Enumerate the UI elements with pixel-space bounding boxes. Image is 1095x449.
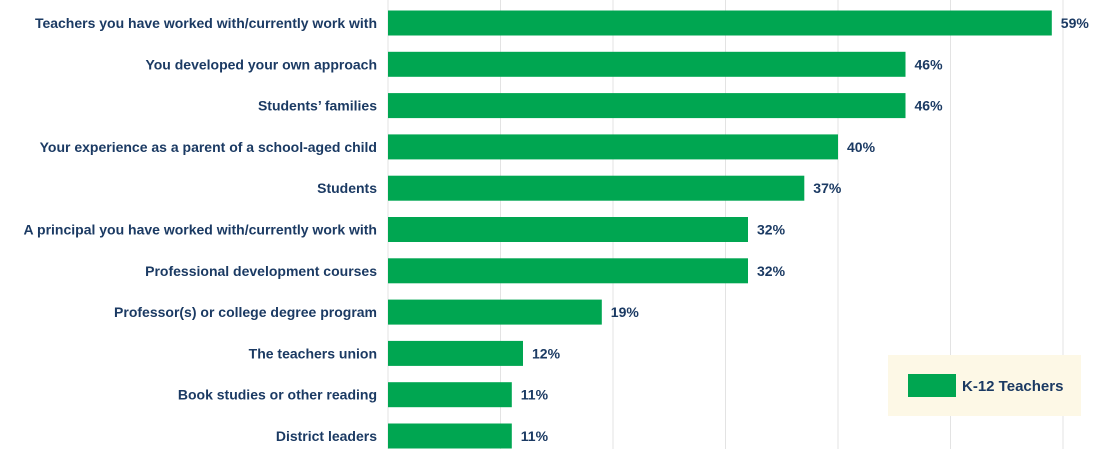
bar — [388, 134, 838, 160]
category-label: Book studies or other reading — [178, 387, 377, 403]
value-label: 46% — [915, 98, 944, 114]
category-label: Students’ families — [258, 98, 377, 114]
category-label: Teachers you have worked with/currently … — [35, 15, 377, 31]
category-label: District leaders — [276, 428, 377, 444]
category-label: You developed your own approach — [145, 56, 377, 72]
value-label: 37% — [813, 180, 842, 196]
value-label: 46% — [915, 56, 944, 72]
category-label: Professional development courses — [145, 263, 377, 279]
bars — [388, 10, 1052, 449]
category-label: Your experience as a parent of a school-… — [40, 139, 377, 155]
value-label: 19% — [611, 304, 640, 320]
value-label: 11% — [521, 428, 549, 444]
bar — [388, 93, 906, 119]
category-label: Students — [317, 180, 377, 196]
bar — [388, 217, 748, 242]
legend: K-12 Teachers — [888, 355, 1081, 416]
legend-label: K-12 Teachers — [962, 378, 1063, 395]
value-label: 32% — [757, 263, 786, 279]
value-label: 11% — [521, 387, 549, 403]
value-label: 12% — [532, 345, 561, 361]
bar — [388, 382, 512, 408]
bar — [388, 175, 805, 201]
value-labels: 59% 46% 46% 40% 37% 32% 32% 19% 12% 11% 11% — [521, 15, 1090, 444]
value-label: 40% — [847, 139, 876, 155]
bar — [388, 258, 748, 284]
bar — [388, 10, 1052, 36]
bar — [388, 51, 906, 77]
category-labels: Teachers you have worked with/currently … — [24, 15, 378, 444]
legend-swatch — [908, 374, 956, 397]
value-label: 32% — [757, 222, 786, 238]
value-label: 59% — [1061, 15, 1090, 31]
category-label: Professor(s) or college degree program — [114, 304, 377, 320]
category-label: The teachers union — [249, 345, 377, 361]
bar — [388, 423, 512, 449]
bar — [388, 340, 523, 366]
bar — [388, 299, 602, 325]
category-label: A principal you have worked with/current… — [24, 222, 377, 238]
